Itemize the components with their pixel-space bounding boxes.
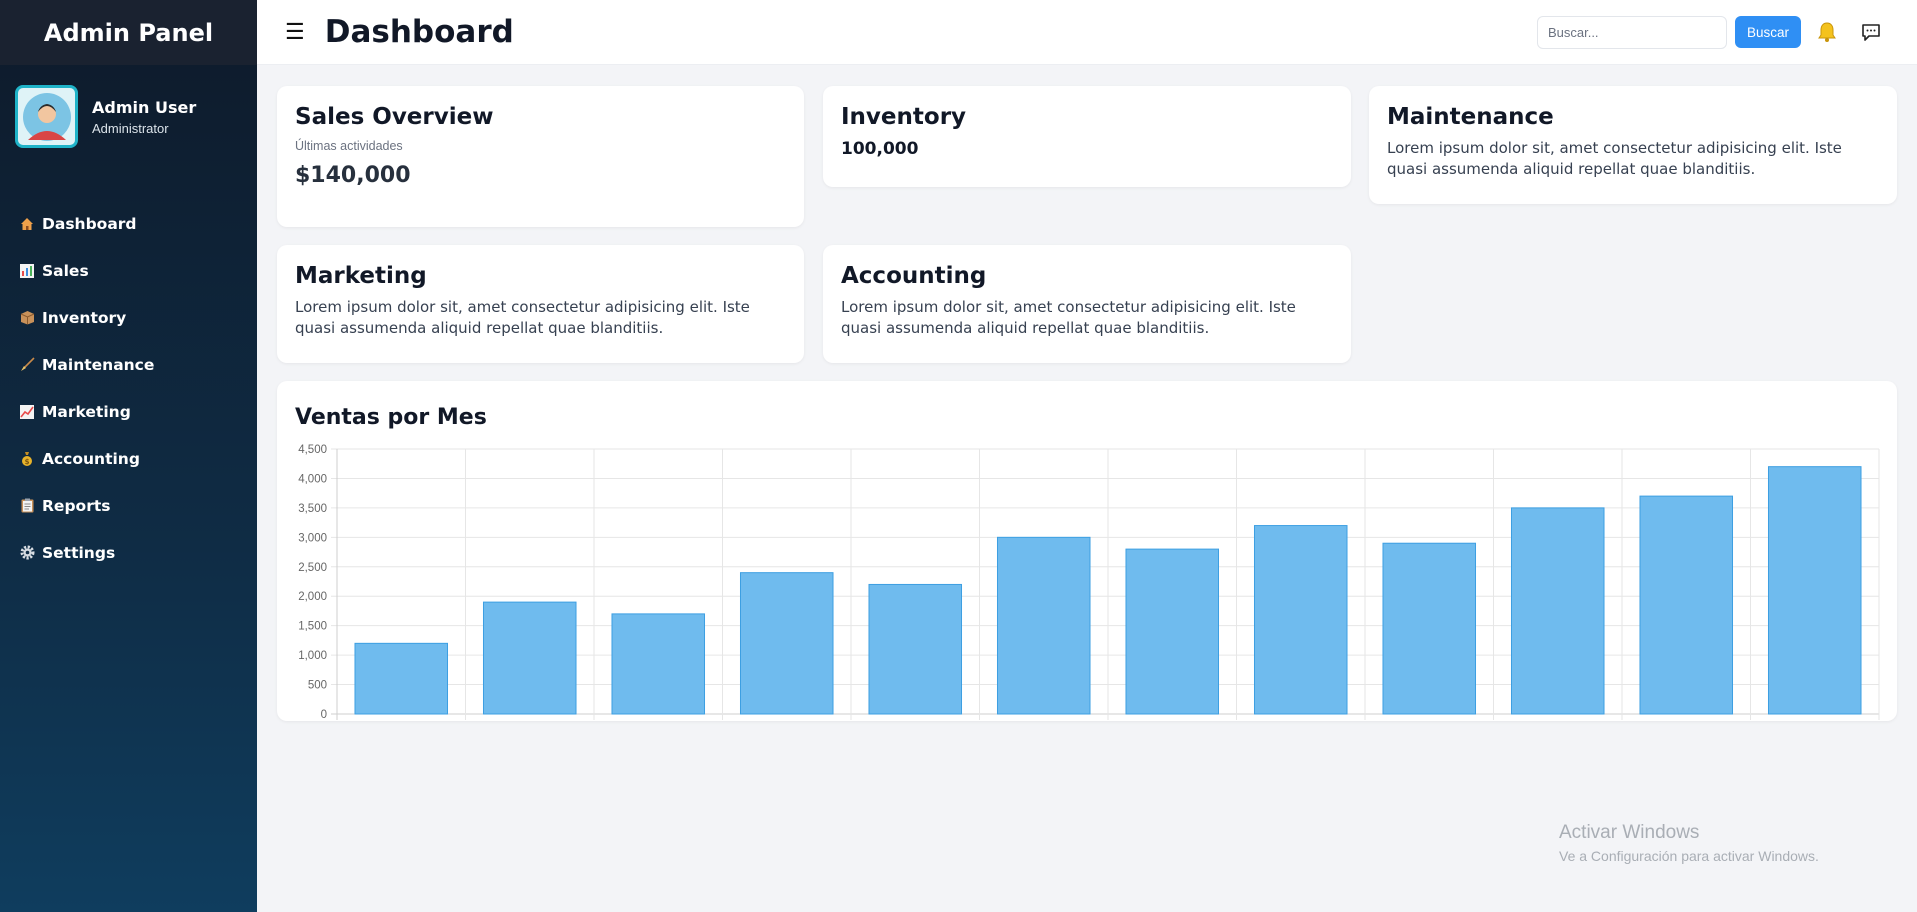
search-input[interactable] bbox=[1536, 15, 1727, 49]
bar-chart-icon bbox=[19, 263, 35, 279]
sales-value: $140,000 bbox=[295, 163, 411, 188]
svg-text:$: $ bbox=[25, 458, 30, 466]
windows-activation-watermark: Activar Windows Ve a Configuración para … bbox=[1559, 822, 1819, 864]
card-title: Sales Overview bbox=[295, 104, 494, 130]
inventory-value: 100,000 bbox=[841, 139, 919, 159]
y-tick-label: 3,500 bbox=[298, 503, 327, 515]
sidebar-item-marketing[interactable]: Marketing bbox=[0, 388, 257, 435]
y-tick-label: 500 bbox=[308, 680, 327, 692]
card-title: Inventory bbox=[841, 104, 967, 130]
broom-icon bbox=[19, 357, 35, 373]
card-text: Lorem ipsum dolor sit, amet consectetur … bbox=[1387, 139, 1842, 178]
hamburger-menu-icon[interactable]: ☰ bbox=[285, 19, 305, 44]
y-tick-label: 3,000 bbox=[298, 532, 327, 544]
sidebar-item-label: Accounting bbox=[42, 449, 140, 468]
y-tick-label: 1,000 bbox=[298, 650, 327, 662]
header-actions: Buscar bbox=[1536, 14, 1889, 50]
sidebar-item-settings[interactable]: Settings bbox=[0, 529, 257, 576]
sidebar-item-label: Reports bbox=[42, 496, 111, 515]
page-title: Dashboard bbox=[324, 14, 514, 50]
card-subtitle: Últimas actividades bbox=[295, 139, 403, 153]
sidebar-item-label: Dashboard bbox=[42, 214, 137, 233]
sales-overview-card: Sales Overview Últimas actividades $140,… bbox=[277, 86, 804, 227]
sidebar-item-label: Sales bbox=[42, 261, 89, 280]
bar-ago bbox=[1253, 525, 1348, 715]
y-tick-label: 1,500 bbox=[298, 621, 327, 633]
sidebar-nav: Dashboard Sales Inventory Maintenance Ma… bbox=[0, 200, 257, 576]
sidebar-item-label: Marketing bbox=[42, 402, 131, 421]
sidebar: Admin Panel Admin User Administrator Das… bbox=[0, 0, 257, 912]
inventory-card: Inventory 100,000 bbox=[823, 86, 1351, 187]
avatar[interactable] bbox=[15, 85, 78, 148]
sidebar-item-maintenance[interactable]: Maintenance bbox=[0, 341, 257, 388]
bar-jun bbox=[996, 536, 1091, 715]
bar-oct bbox=[1510, 507, 1605, 715]
sidebar-item-label: Settings bbox=[42, 543, 116, 562]
clipboard-icon bbox=[19, 498, 35, 514]
sidebar-item-label: Maintenance bbox=[42, 355, 155, 374]
sales-bar-chart: Ventas por Mes 0 500 1,000 1,500 2,000 2,500 3,… bbox=[295, 405, 1880, 721]
package-icon bbox=[19, 310, 35, 326]
sales-chart-card: Ventas por Mes 0 500 1,000 1,500 2,000 2,500 3,… bbox=[277, 381, 1897, 721]
bar-may bbox=[868, 583, 963, 715]
sidebar-item-inventory[interactable]: Inventory bbox=[0, 294, 257, 341]
bar-jul bbox=[1125, 548, 1220, 715]
y-tick-label: 0 bbox=[321, 709, 327, 721]
user-name: Admin User bbox=[92, 97, 197, 117]
y-tick-label: 2,500 bbox=[298, 562, 327, 574]
bar-nov bbox=[1639, 495, 1734, 715]
card-title: Maintenance bbox=[1387, 104, 1554, 130]
gear-icon bbox=[19, 545, 35, 561]
watermark-line1: Activar Windows bbox=[1559, 822, 1700, 843]
bell-icon[interactable] bbox=[1809, 14, 1845, 50]
sidebar-item-reports[interactable]: Reports bbox=[0, 482, 257, 529]
search-button[interactable]: Buscar bbox=[1734, 16, 1801, 48]
bar-mar bbox=[611, 613, 706, 715]
card-title: Marketing bbox=[295, 263, 427, 289]
chart-title: Ventas por Mes bbox=[295, 405, 487, 430]
user-avatar-icon bbox=[22, 92, 71, 141]
bar-ene bbox=[354, 642, 449, 715]
sidebar-brand: Admin Panel bbox=[0, 0, 257, 65]
chat-icon[interactable] bbox=[1853, 14, 1889, 50]
sidebar-item-sales[interactable]: Sales bbox=[0, 247, 257, 294]
bar-dic bbox=[1767, 466, 1862, 715]
maintenance-card: Maintenance Lorem ipsum dolor sit, amet … bbox=[1369, 86, 1897, 204]
accounting-card: Accounting Lorem ipsum dolor sit, amet c… bbox=[823, 245, 1351, 363]
card-text: Lorem ipsum dolor sit, amet consectetur … bbox=[295, 298, 750, 337]
house-icon bbox=[19, 216, 35, 232]
card-title: Accounting bbox=[841, 263, 987, 289]
sidebar-item-label: Inventory bbox=[42, 308, 127, 327]
marketing-card: Marketing Lorem ipsum dolor sit, amet co… bbox=[277, 245, 804, 363]
bar-sep bbox=[1382, 542, 1477, 715]
y-tick-label: 2,000 bbox=[298, 591, 327, 603]
sidebar-item-dashboard[interactable]: Dashboard bbox=[0, 200, 257, 247]
bar-feb bbox=[482, 601, 577, 715]
bar-abr bbox=[739, 572, 834, 715]
y-tick-label: 4,500 bbox=[298, 444, 327, 456]
money-bag-icon: $ bbox=[19, 451, 35, 467]
trend-up-icon bbox=[19, 404, 35, 420]
sidebar-item-accounting[interactable]: $ Accounting bbox=[0, 435, 257, 482]
watermark-line2: Ve a Configuración para activar Windows. bbox=[1559, 848, 1819, 864]
y-tick-label: 4,000 bbox=[298, 473, 327, 485]
user-role: Administrator bbox=[92, 120, 169, 136]
card-text: Lorem ipsum dolor sit, amet consectetur … bbox=[841, 298, 1296, 337]
user-profile: Admin User Administrator bbox=[0, 65, 257, 168]
top-header: ☰ Dashboard Buscar bbox=[257, 0, 1917, 65]
